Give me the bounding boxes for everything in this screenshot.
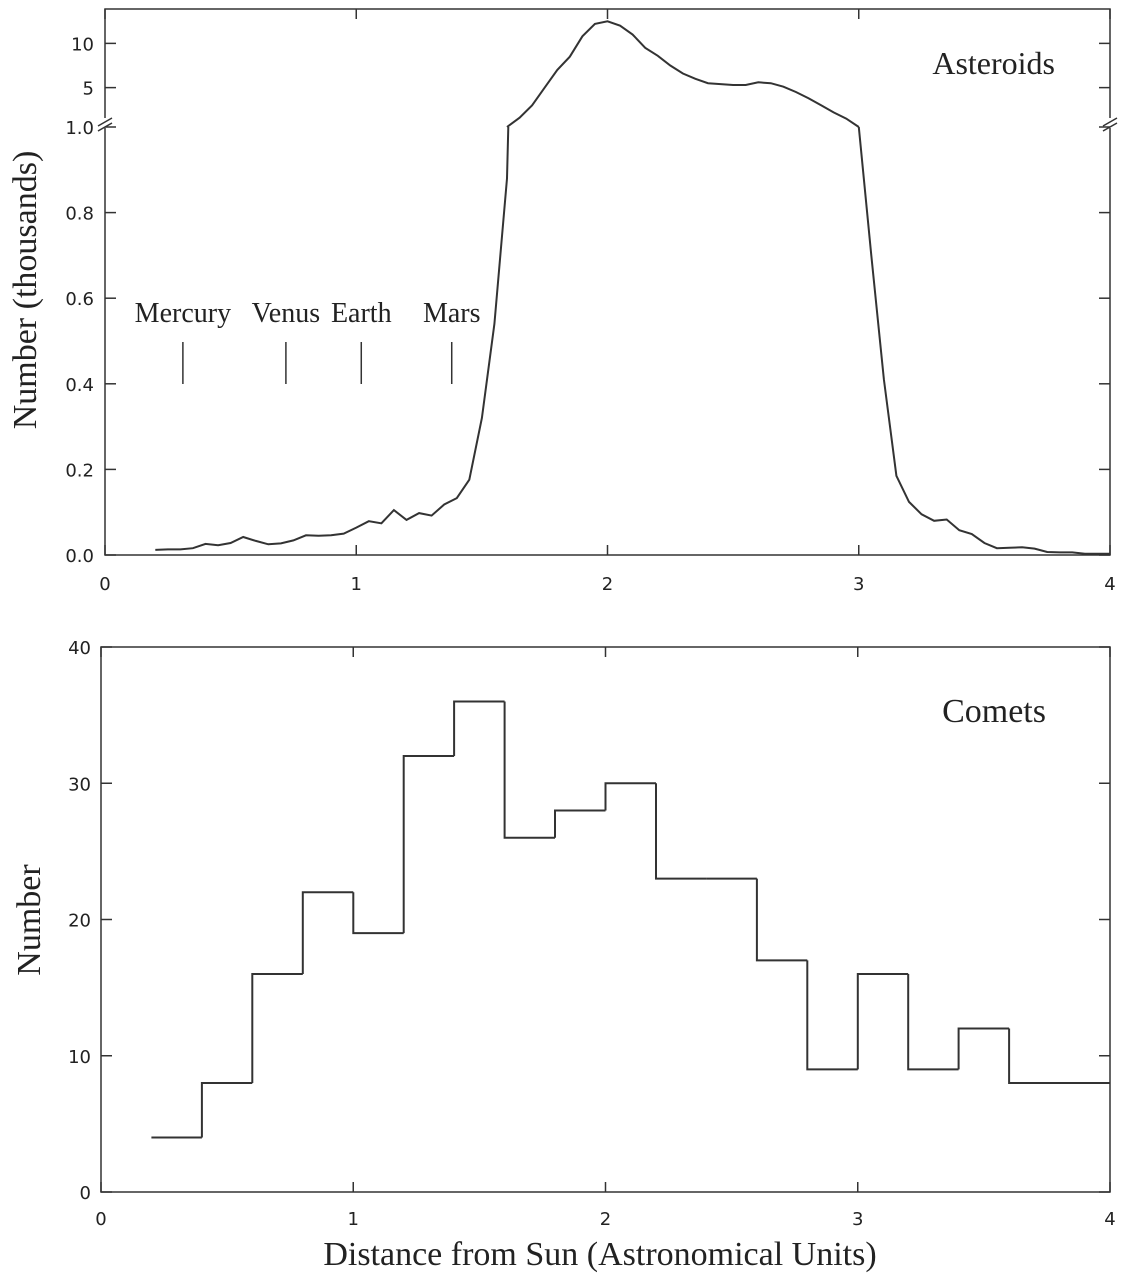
planet-label-mercury: Mercury (135, 298, 231, 329)
comets-x-tick-label: 1 (348, 1209, 359, 1230)
comets-panel-label: Comets (942, 693, 1046, 730)
planet-markers: Mercury Venus Earth Mars (135, 298, 481, 384)
comets-y-tick-label: 20 (68, 911, 91, 932)
planet-label-earth: Earth (331, 298, 392, 329)
asteroids-y-tick-label: 1.0 (65, 118, 94, 139)
comets-bin (554, 809, 606, 838)
asteroids-x-tick-label: 2 (602, 574, 613, 595)
comets-bin (957, 1027, 1010, 1070)
axis-break-marks (97, 117, 1118, 132)
comets-bin (402, 755, 455, 934)
comets-bin (1008, 1028, 1060, 1084)
comets-bin (755, 878, 808, 962)
asteroids-tick-labels: 0 1 2 3 4 0.0 0.2 0.4 0.6 0.8 1.0 5 10 (65, 34, 1115, 595)
asteroids-y-tick-label: 0.6 (65, 289, 94, 310)
asteroids-y-tick-label: 10 (71, 34, 94, 55)
asteroids-panel: 0 1 2 3 4 0.0 0.2 0.4 0.6 0.8 1.0 5 10 Mercury Venus E… (7, 8, 1118, 595)
planet-label-mars: Mars (423, 298, 481, 329)
asteroids-y-axis-label: Number (thousands) (7, 151, 44, 430)
asteroids-ticks (104, 9, 1111, 556)
comets-bin (806, 960, 858, 1071)
comets-y-tick-label: 10 (68, 1047, 91, 1068)
comets-bin (453, 700, 505, 756)
asteroids-y-tick-label: 0.0 (65, 546, 94, 567)
asteroids-x-tick-label: 0 (99, 574, 110, 595)
planet-label-venus: Venus (252, 298, 320, 329)
comets-y-tick-label: 40 (68, 638, 91, 659)
comets-y-axis-label: Number (11, 864, 48, 976)
comets-ticks (100, 646, 1111, 1193)
asteroids-series-line (857, 126, 1110, 555)
comets-x-tick-label: 4 (1104, 1209, 1115, 1230)
comets-y-tick-label: 30 (68, 774, 91, 795)
asteroids-x-tick-label: 1 (351, 574, 362, 595)
asteroids-y-tick-label: 0.8 (65, 204, 94, 225)
comets-bin (301, 891, 354, 974)
asteroids-y-tick-label: 0.2 (65, 460, 94, 481)
comets-bin (907, 974, 959, 1071)
comets-bin (655, 783, 707, 880)
comets-x-tick-label: 0 (95, 1209, 106, 1230)
asteroids-series-line (506, 20, 860, 128)
comets-x-tick-label: 3 (852, 1209, 863, 1230)
comets-y-tick-label: 0 (80, 1183, 91, 1204)
asteroids-panel-label: Asteroids (932, 45, 1055, 81)
comets-histogram (151, 700, 1110, 1139)
comets-bin (503, 701, 555, 839)
asteroids-axis-frame (104, 8, 1111, 556)
comets-bin (200, 1082, 253, 1138)
asteroids-x-tick-label: 4 (1104, 574, 1115, 595)
asteroids-y-tick-label: 5 (83, 79, 94, 100)
asteroids-series-line (155, 126, 510, 551)
comets-bin (604, 782, 656, 811)
asteroids-y-tick-label: 0.4 (65, 375, 94, 396)
comets-x-tick-label: 2 (600, 1209, 611, 1230)
comets-bin (251, 973, 303, 1083)
comets-bin (856, 973, 909, 1070)
x-axis-label: Distance from Sun (Astronomical Units) (323, 1236, 876, 1273)
comets-bin (352, 892, 404, 935)
asteroids-x-tick-label: 3 (853, 574, 864, 595)
asteroids-series (155, 20, 1110, 555)
